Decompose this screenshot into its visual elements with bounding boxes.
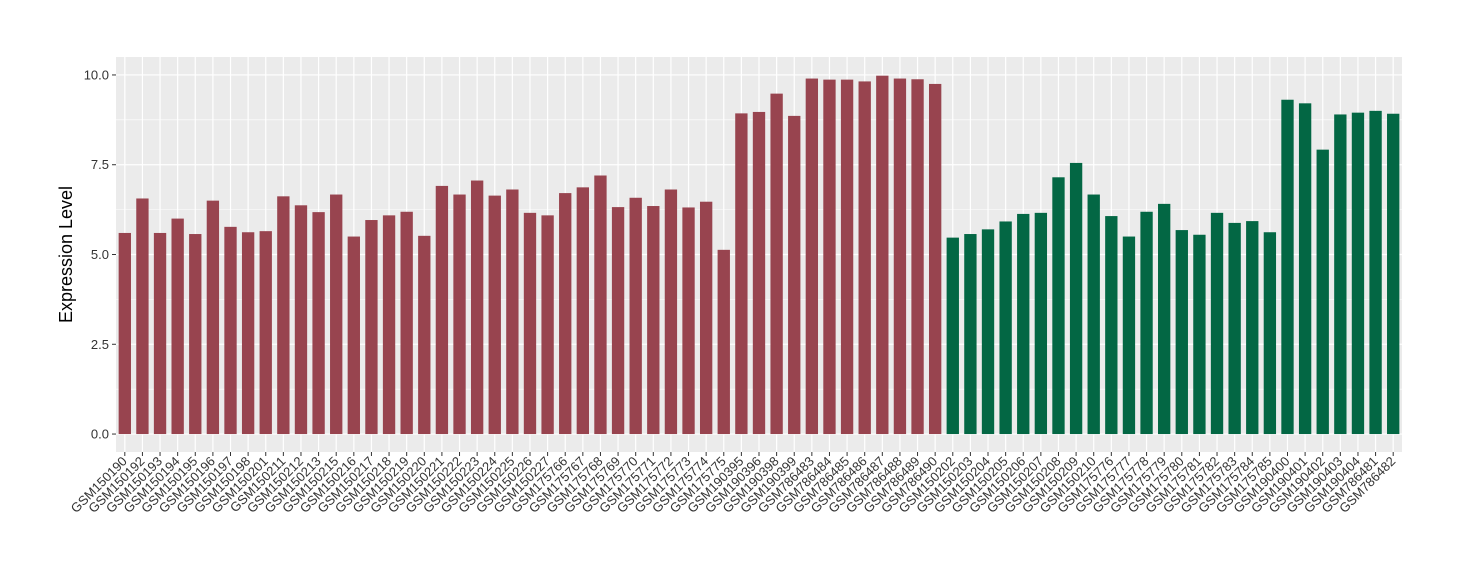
bar-GSM190396 [752, 111, 766, 435]
bar-GSM175766 [559, 193, 572, 435]
y-tick-label: 5.0 [91, 247, 109, 262]
bar-GSM150226 [523, 212, 537, 435]
bar-GSM786483 [805, 78, 819, 435]
bar-GSM786481 [1369, 110, 1382, 435]
bar-GSM150225 [506, 189, 519, 435]
bar-GSM150222 [453, 194, 466, 435]
bar-GSM175775 [717, 249, 730, 435]
bar-GSM786482 [1387, 113, 1400, 435]
y-tick-label: 2.5 [91, 337, 109, 352]
bar-GSM175778 [1140, 211, 1153, 435]
bar-GSM150198 [241, 232, 255, 435]
bar-GSM175769 [611, 207, 625, 435]
bar-GSM150209 [1069, 162, 1083, 435]
bar-GSM175782 [1210, 212, 1224, 435]
bar-GSM150192 [136, 198, 149, 435]
bar-GSM150207 [1034, 212, 1048, 435]
bar-GSM175768 [594, 175, 607, 435]
bar-GSM150204 [981, 229, 995, 435]
bar-GSM150190 [118, 232, 131, 435]
bar-GSM190404 [1351, 112, 1365, 435]
bar-GSM190395 [735, 113, 748, 435]
bar-GSM150211 [277, 196, 290, 435]
bar-GSM150196 [206, 200, 220, 435]
bar-GSM190401 [1298, 103, 1312, 435]
bar-GSM175783 [1228, 222, 1241, 435]
bar-GSM175776 [1105, 216, 1118, 435]
bar-GSM175779 [1158, 203, 1171, 435]
bar-GSM150201 [259, 231, 272, 435]
bar-GSM175780 [1175, 230, 1188, 435]
bar-GSM150224 [488, 195, 501, 435]
bar-GSM786486 [858, 81, 871, 435]
bar-GSM150197 [224, 226, 237, 435]
bar-GSM150194 [171, 218, 184, 435]
bar-GSM150213 [312, 212, 325, 435]
bar-GSM175774 [699, 201, 713, 435]
bar-GSM150195 [189, 234, 202, 435]
bar-GSM150208 [1052, 177, 1065, 435]
bar-GSM150202 [946, 237, 959, 435]
bar-GSM190403 [1334, 114, 1347, 435]
bar-GSM150221 [435, 185, 449, 435]
bar-GSM150227 [541, 215, 554, 435]
bars [118, 75, 1400, 435]
bar-GSM190402 [1316, 149, 1329, 435]
bar-GSM150220 [418, 235, 431, 435]
bar-GSM175777 [1122, 236, 1136, 435]
bar-GSM150205 [999, 221, 1012, 435]
bar-GSM786490 [928, 83, 942, 435]
bar-GSM150219 [400, 211, 413, 435]
y-axis-label: Expression Level [56, 186, 76, 323]
bar-GSM786489 [911, 79, 924, 435]
bar-GSM150212 [294, 205, 308, 435]
bar-GSM190400 [1281, 99, 1294, 435]
bar-GSM175772 [664, 189, 678, 435]
bar-GSM175785 [1263, 232, 1277, 435]
x-axis: GSM150190GSM150192GSM150193GSM150194GSM1… [68, 452, 1398, 516]
bar-GSM150218 [382, 215, 396, 435]
y-tick-label: 0.0 [91, 427, 109, 442]
bar-GSM150210 [1087, 194, 1100, 435]
bar-GSM150206 [1017, 213, 1030, 435]
bar-GSM150216 [347, 236, 360, 435]
bar-GSM150215 [330, 194, 343, 435]
bar-GSM175767 [576, 187, 590, 435]
bar-GSM175771 [647, 206, 660, 435]
bar-GSM786487 [876, 75, 889, 435]
bar-GSM786485 [840, 79, 854, 435]
bar-GSM150203 [964, 234, 977, 435]
bar-GSM175770 [629, 197, 642, 435]
y-tick-label: 7.5 [91, 157, 109, 172]
y-tick-label: 10.0 [84, 67, 109, 82]
bar-GSM786484 [823, 79, 836, 435]
bar-GSM150193 [153, 232, 167, 435]
bar-GSM175784 [1246, 221, 1259, 435]
y-axis: 0.0 2.5 5.0 7.5 10.0 [84, 67, 116, 442]
bar-GSM175781 [1193, 234, 1206, 435]
bar-GSM150223 [470, 180, 484, 435]
bar-GSM786488 [893, 78, 907, 435]
bar-GSM150217 [365, 220, 378, 435]
bar-GSM190398 [770, 93, 783, 435]
bar-GSM190399 [788, 115, 801, 435]
bar-GSM175773 [682, 207, 695, 435]
